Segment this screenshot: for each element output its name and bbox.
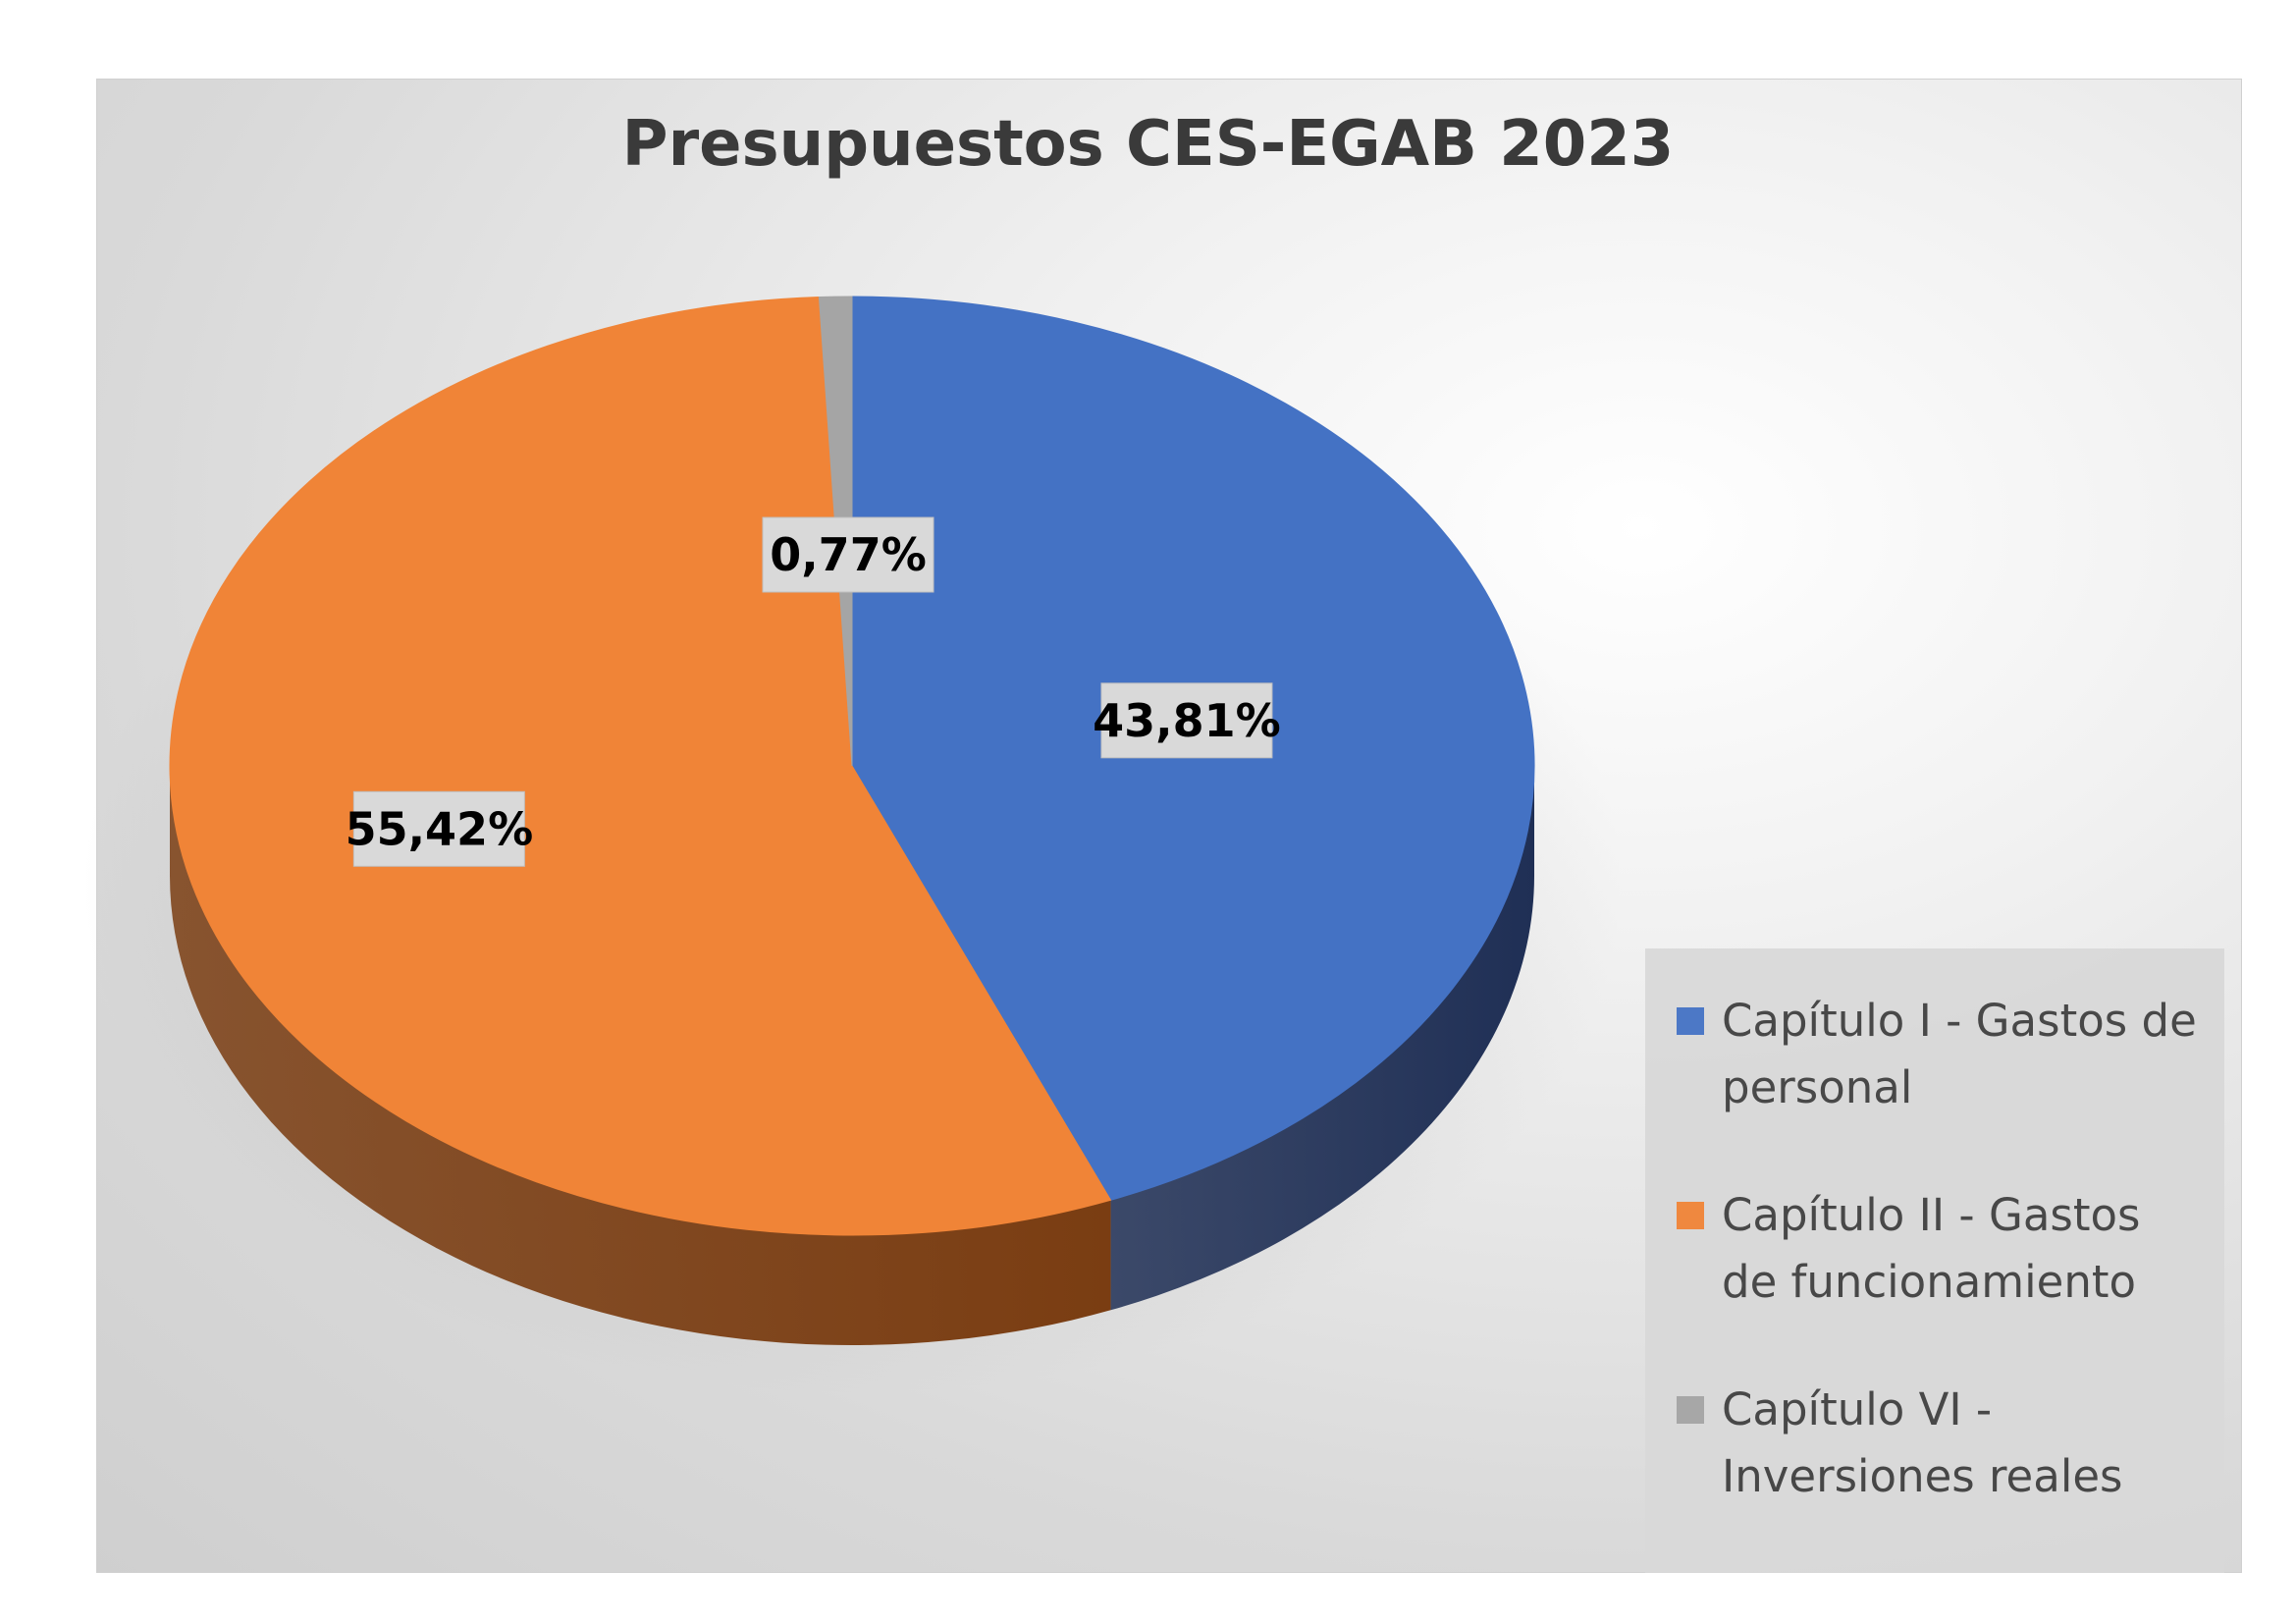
data-label-box	[352, 790, 525, 867]
legend-swatch	[1677, 1202, 1704, 1229]
pie-slice-side	[170, 766, 1111, 1345]
data-label-text: 55,42%	[346, 802, 534, 855]
data-label-box	[762, 516, 934, 593]
data-label-text: 43,81%	[1093, 694, 1281, 747]
data-label: 55,42%	[346, 790, 534, 867]
pie-slice-side	[1110, 766, 1534, 1311]
legend-swatch	[1677, 1007, 1704, 1035]
legend-swatch	[1677, 1396, 1704, 1424]
legend: Capítulo I - Gastos de personal Capítulo…	[1645, 948, 2224, 1573]
legend-label: Capítulo I - Gastos de personal	[1722, 995, 2197, 1113]
data-label-text: 0,77%	[770, 528, 927, 581]
legend-label: Capítulo VI - Inversiones reales	[1722, 1383, 2123, 1502]
chart-title: Presupuestos CES-EGAB 2023	[621, 108, 1675, 181]
data-label: 43,81%	[1093, 682, 1281, 759]
legend-item-capitulo-i: Capítulo I - Gastos de personal	[1677, 988, 2205, 1121]
legend-item-capitulo-ii: Capítulo II - Gastos de funcionamiento	[1677, 1182, 2205, 1316]
pie-slice	[169, 297, 1112, 1236]
data-label: 0,77%	[762, 516, 934, 593]
legend-label: Capítulo II - Gastos de funcionamiento	[1722, 1189, 2141, 1308]
data-label-box	[1100, 682, 1273, 759]
legend-item-capitulo-vi: Capítulo VI - Inversiones reales	[1677, 1377, 2205, 1510]
